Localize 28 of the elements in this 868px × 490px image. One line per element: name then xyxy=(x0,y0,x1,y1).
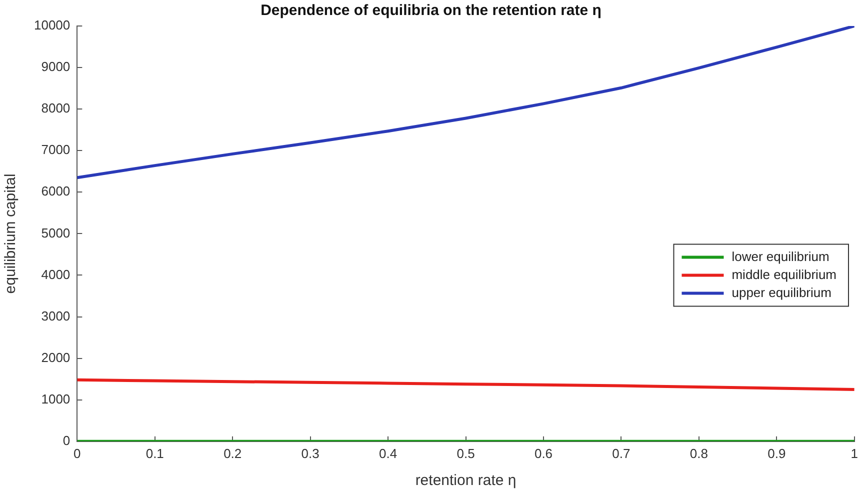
y-tick-label: 3000 xyxy=(41,308,70,324)
x-tick-label: 0.4 xyxy=(379,446,398,461)
y-tick-label: 6000 xyxy=(41,184,70,199)
y-tick-label: 1000 xyxy=(41,391,70,406)
x-tick-label: 0.8 xyxy=(690,446,708,461)
y-tick-label: 0 xyxy=(62,432,70,448)
x-tick-label: 0.6 xyxy=(534,446,553,461)
y-axis-title: equilibrium capital xyxy=(2,174,20,294)
chart-title: Dependence of equilibria on the retention rate η xyxy=(260,2,602,20)
x-axis-title: retention rate η xyxy=(415,472,516,490)
y-tick-label: 2000 xyxy=(41,350,70,365)
y-tick-label: 8000 xyxy=(41,100,70,116)
y-tick-label: 10000 xyxy=(34,18,70,33)
x-tick-label: 1 xyxy=(850,446,858,461)
legend-label: upper equilibrium xyxy=(732,284,832,300)
legend-label: middle equilibrium xyxy=(732,266,837,282)
x-tick-label: 0 xyxy=(74,446,81,461)
y-tick-label: 9000 xyxy=(41,59,70,74)
y-tick-label: 7000 xyxy=(41,142,70,158)
x-tick-label: 0.9 xyxy=(768,446,786,461)
x-tick-label: 0.2 xyxy=(224,446,242,461)
x-tick-label: 0.7 xyxy=(612,446,630,461)
legend-label: lower equilibrium xyxy=(732,248,830,264)
x-tick-label: 0.1 xyxy=(146,446,164,461)
x-tick-label: 0.3 xyxy=(301,446,320,461)
y-tick-label: 5000 xyxy=(41,225,70,240)
x-tick-label: 0.5 xyxy=(456,446,475,461)
y-tick-label: 4000 xyxy=(41,266,70,282)
